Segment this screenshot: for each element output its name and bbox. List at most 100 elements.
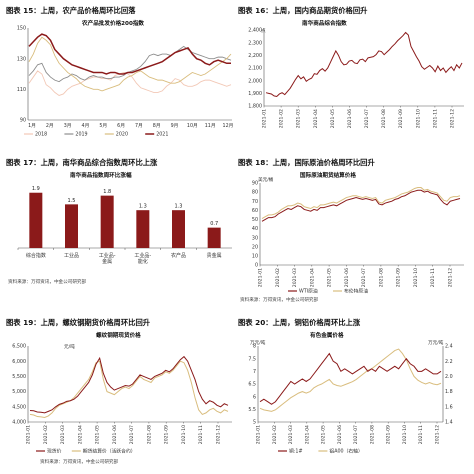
y-tick-label: 50 (252, 217, 258, 223)
x-tick-label: 11月 (205, 123, 216, 129)
series-line-2018 (28, 70, 232, 96)
y-tick-label-right: 1.8 (445, 389, 453, 395)
x-tick-label: 2021-08 (381, 109, 387, 128)
series-line (265, 31, 463, 98)
x-tick-label: 工业品- (134, 252, 151, 259)
x-tick-label: 2021-09 (396, 268, 402, 287)
legend-label: 2020 (116, 132, 128, 138)
bar-value-label: 1.9 (32, 186, 40, 192)
bar (100, 195, 114, 248)
y-tick-label: 5 (253, 420, 256, 426)
y-tick-label-right: 2.0 (445, 374, 453, 380)
x-tick-label: 2021-04 (313, 109, 319, 128)
y-tick-label: 2,400 (248, 28, 262, 34)
figure-title: 图表 18：上周，国际原油价格周环比回升 (238, 158, 375, 167)
chart-title: 南华商品综合指数 (302, 21, 347, 27)
x-tick-label: 2021-06 (337, 425, 343, 444)
x-tick-label: 2021-09 (386, 425, 392, 444)
bar-value-label: 1.5 (68, 198, 76, 204)
legend-label: 2018 (35, 132, 47, 138)
y-tick-label: 6,500 (12, 344, 26, 350)
bar-value-label: 0.7 (210, 221, 218, 227)
x-tick-label: 2021-03 (296, 109, 302, 128)
y-tick-label: 30 (252, 235, 258, 241)
panel-fig19: 图表 19：上周，螺纹钢期货价格周环比回升 螺纹钢期现货价格 元/吨 4,000… (6, 318, 236, 470)
y-tick-label: 2,200 (248, 53, 262, 59)
chart-title: 有色金属价格 (310, 333, 344, 339)
x-tick-label: 2021-01 (258, 268, 264, 287)
panel-fig18: 图表 18：上周，国际原油价格周环比回升 国际原油期货结算价格 美元/桶 0 10… (238, 158, 470, 308)
x-tick-label: 10月 (187, 123, 198, 129)
y-tick-label: 6.5 (248, 382, 256, 388)
chart-c20: 5 5.5 6 6.5 7 7.5 8 1.4 1.6 1.8 2.0 2.2 2.4 2021-01 20… (248, 344, 453, 455)
x-tick-label: 2021-10 (413, 268, 419, 287)
y-tick-label: 90 (252, 181, 258, 187)
bar (29, 192, 43, 248)
x-tick-label: 1月 (28, 123, 36, 129)
x-tick-label: 2021-04 (77, 425, 83, 444)
x-tick-label: 2021-09 (398, 109, 404, 128)
y-tick-label: 2,000 (248, 78, 262, 84)
figure-title: 图表 16：上周，国内商品期货价格回升 (238, 6, 368, 15)
y-tick-label: 5,500 (12, 374, 26, 380)
x-tick-label: 2021-12 (216, 425, 222, 444)
y-tick-label: 70 (252, 199, 258, 205)
y-tick-label: 5,000 (12, 389, 26, 395)
chart-title: 南华商品指数周环比涨幅 (70, 173, 132, 179)
source-note: 资料来源：万得资讯，中金公司研究部 (40, 460, 119, 465)
x-tick-label: 能化 (138, 258, 148, 265)
series-line-期货结算价（活跃合约） (29, 360, 229, 418)
panel-fig17: 图表 17：上周，南华商品综合指数周环比上涨 南华商品指数周环比涨幅 1.9 综合… (6, 158, 236, 308)
x-tick-label: 2021-05 (95, 425, 101, 444)
y-tick-label-right: 1.4 (445, 420, 453, 426)
x-tick-label: 6月 (117, 123, 125, 129)
unit-label: 元/吨 (64, 345, 75, 350)
y-tick-label: 1,900 (248, 91, 262, 97)
chart-c19: 4,000 4,500 5,000 5,500 6,000 6,500 2021-01 202… (12, 344, 232, 455)
series-line-2020 (28, 36, 232, 92)
x-tick-label: 2021-07 (129, 425, 135, 444)
panel-fig15: 图表 15：上周，农产品价格周环比回落 农产品批发价格200指数 90 110 13… (6, 6, 236, 156)
x-tick-label: 2021-09 (164, 425, 170, 444)
y-tick-label: 60 (252, 208, 258, 214)
series-line-铜:1# (259, 352, 442, 405)
unit-label: 点 (261, 29, 266, 34)
y-tick-label: 80 (252, 190, 258, 196)
y-tick-label: 40 (252, 226, 258, 232)
x-tick-label: 7月 (135, 123, 143, 129)
x-tick-label: 2021-10 (402, 425, 408, 444)
x-tick-label: 5月 (99, 123, 107, 129)
y-tick-label: 4,000 (12, 420, 26, 426)
x-tick-label: 2月 (46, 123, 54, 129)
x-tick-label: 2021-07 (364, 109, 370, 128)
x-tick-label: 2021-11 (430, 268, 436, 287)
x-tick-label: 2021-02 (272, 425, 278, 444)
x-tick-label: 2021-02 (275, 268, 281, 287)
x-tick-label: 2021-04 (304, 425, 310, 444)
legend-label: 2019 (75, 132, 87, 138)
x-tick-label: 2021-03 (292, 268, 298, 287)
bar (172, 210, 185, 248)
legend-label: 期货结算价（活跃合约） (83, 448, 136, 455)
x-tick-label: 2021-06 (344, 268, 350, 287)
y-tick-label: 5.5 (248, 407, 256, 413)
chart-c16: 1,800 1,900 2,000 2,100 2,200 2,300 2,400 2021-… (248, 28, 464, 128)
x-tick-label: 2021-06 (112, 425, 118, 444)
y-tick-label: 2,100 (248, 66, 262, 72)
y-tick-label: 6 (253, 394, 256, 400)
x-tick-label: 2021-07 (353, 425, 359, 444)
x-tick-label: 2021-03 (288, 425, 294, 444)
legend-label: WTI原油 (299, 288, 318, 295)
series-line-铝A00（右轴） (259, 348, 442, 412)
bar-value-label: 1.3 (139, 204, 147, 210)
chart-c17: 1.9综合指数1.5工业品1.8工业品-金属1.3工业品-能化1.3农产品0.7… (17, 186, 232, 265)
legend-label: 布伦特原油 (344, 288, 368, 295)
y-tick-label-right: 2.4 (445, 344, 453, 350)
x-tick-label: 工业品- (99, 252, 116, 259)
source-note: 资料来源：万得资讯，中金公司研究部 (8, 280, 87, 285)
chart-c18: 0 10 20 30 40 50 60 70 80 90 2021-01 2021-02 2021-03… (252, 181, 464, 295)
y-tick-label: 110 (17, 87, 26, 93)
y-tick-label-right: 1.6 (445, 404, 453, 410)
y-tick-label: 1,800 (248, 104, 262, 110)
x-tick-label: 4月 (82, 123, 90, 129)
